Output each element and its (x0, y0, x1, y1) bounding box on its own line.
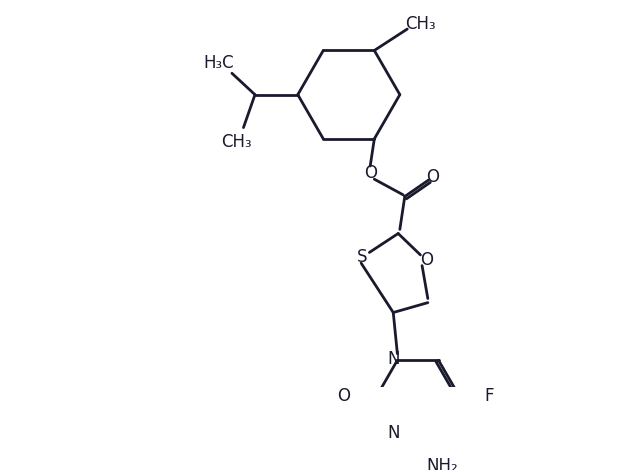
Text: CH₃: CH₃ (405, 15, 436, 33)
Text: H₃C: H₃C (204, 55, 234, 72)
Text: O: O (337, 387, 350, 405)
Text: NH₂: NH₂ (427, 457, 458, 470)
Text: CH₃: CH₃ (221, 133, 252, 151)
Text: S: S (356, 248, 367, 266)
Text: N: N (387, 424, 399, 442)
Text: O: O (426, 168, 439, 186)
Text: F: F (484, 387, 493, 405)
Text: N: N (387, 350, 399, 368)
Text: O: O (420, 251, 433, 269)
Text: O: O (364, 164, 377, 182)
